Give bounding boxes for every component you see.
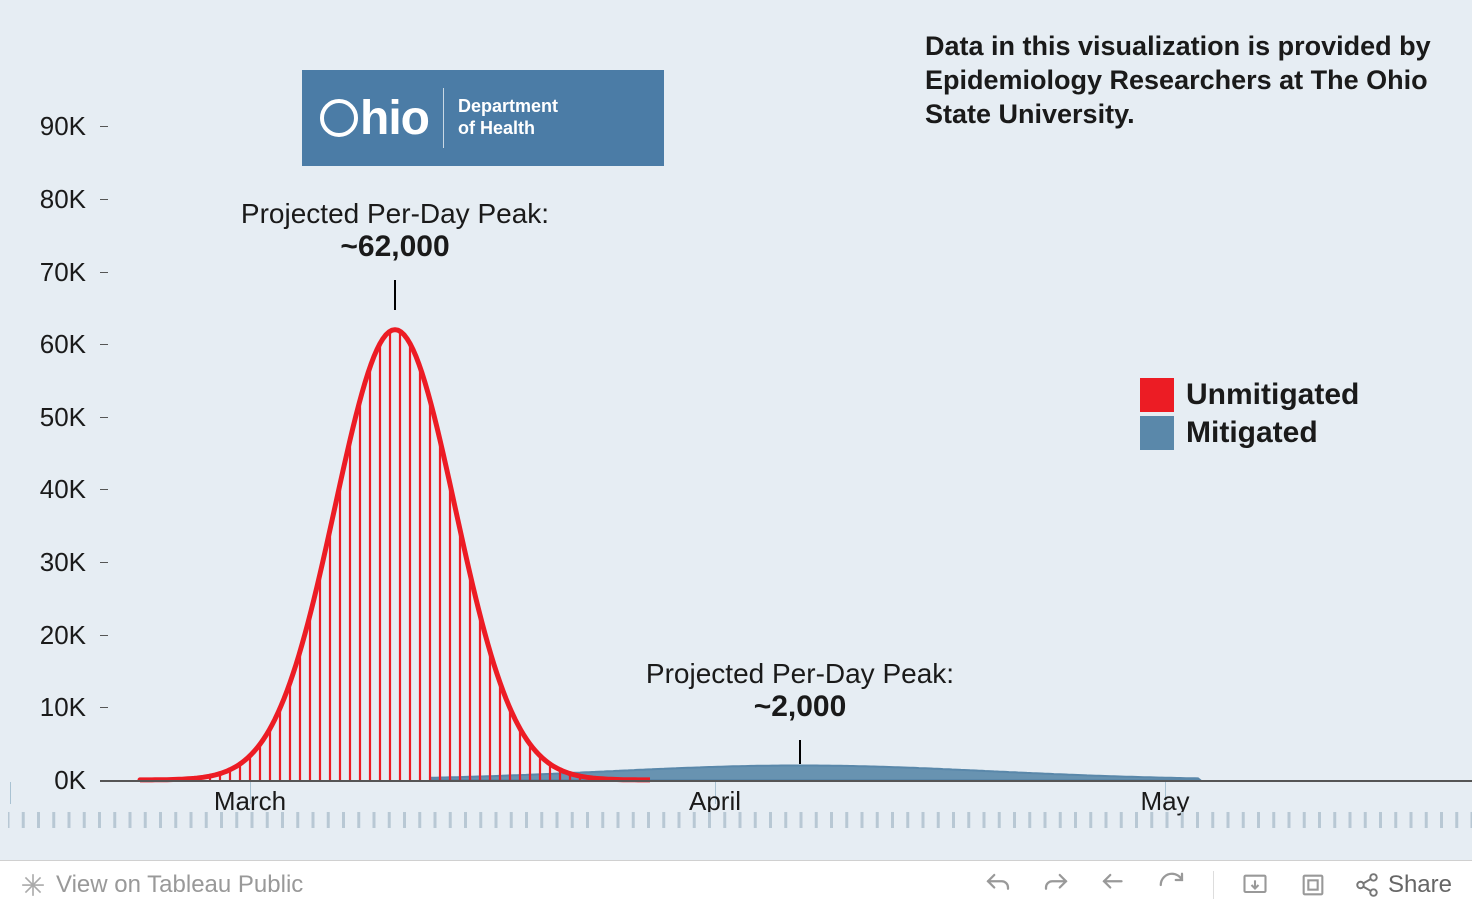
fullscreen-button[interactable] [1296,868,1330,902]
tableau-icon [20,872,46,898]
x-axis-line [100,780,1472,782]
peak-label: Projected Per-Day Peak:~62,000 [195,198,595,264]
share-label: Share [1388,871,1452,899]
peak-tick-mark [394,280,396,310]
peak-label: Projected Per-Day Peak:~2,000 [600,658,1000,724]
redo-button[interactable] [1039,868,1073,902]
month-tick [10,782,11,804]
share-button[interactable]: Share [1354,871,1452,899]
toolbar-separator [1213,871,1214,899]
view-on-tableau-link[interactable]: View on Tableau Public [20,871,303,899]
peak-label-value: ~62,000 [195,230,595,264]
undo-button[interactable] [981,868,1015,902]
view-on-tableau-label: View on Tableau Public [56,871,303,899]
revert-button[interactable] [1097,868,1131,902]
download-image-button[interactable] [1238,868,1272,902]
chart-curves [0,0,1472,860]
refresh-button[interactable] [1155,868,1189,902]
peak-tick-mark [799,740,801,764]
peak-label-title: Projected Per-Day Peak: [600,658,1000,690]
tableau-toolbar: View on Tableau Public Share [0,860,1472,908]
peak-label-title: Projected Per-Day Peak: [195,198,595,230]
peak-label-value: ~2,000 [600,690,1000,724]
chart-area: hio Department of Health Data in this vi… [0,0,1472,860]
day-tick-strip [8,812,1472,830]
